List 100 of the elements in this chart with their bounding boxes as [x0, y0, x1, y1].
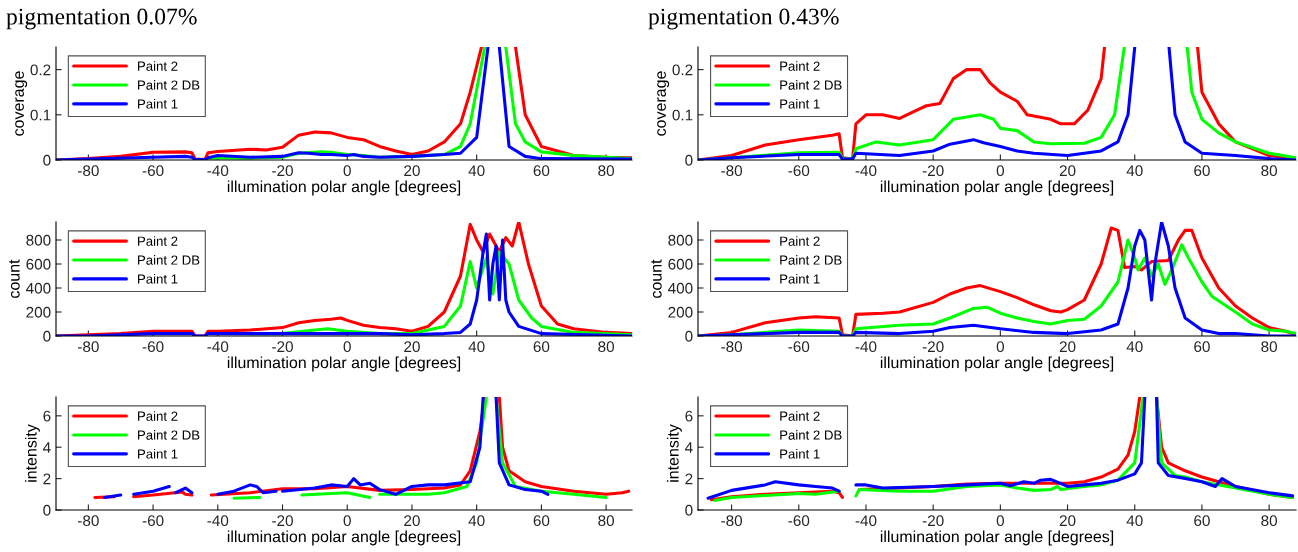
x-tick-label: 20 — [1059, 515, 1076, 527]
y-tick-label: 600 — [668, 258, 693, 270]
x-tick-label: 0 — [996, 341, 1005, 353]
chart-title: pigmentation 0.43% — [648, 8, 839, 30]
x-tick-label: 60 — [1194, 165, 1210, 177]
y-axis-title: coverage — [657, 71, 670, 136]
x-tick-label: -60 — [788, 515, 810, 527]
x-tick-label: -80 — [721, 165, 743, 177]
x-tick-label: 20 — [1059, 165, 1076, 177]
y-tick-label: 0 — [43, 504, 51, 516]
x-tick-label: -40 — [207, 341, 229, 353]
legend-label: Paint 1 — [138, 98, 178, 109]
legend-label: Paint 2 DB — [138, 255, 200, 265]
x-tick-label: -20 — [272, 165, 293, 177]
y-axis-title: count — [651, 259, 662, 298]
y-tick-label: 0 — [43, 330, 51, 342]
x-tick-label: -60 — [788, 341, 810, 353]
x-axis-title: illumination polar angle [degrees] — [227, 530, 461, 546]
y-tick-label: 6 — [685, 410, 693, 422]
y-tick-label: 2 — [685, 473, 693, 485]
x-tick-label: 40 — [468, 515, 485, 527]
x-tick-label: 0 — [343, 515, 351, 527]
x-tick-label: -20 — [272, 341, 293, 353]
x-axis-title: illumination polar angle [degrees] — [880, 530, 1114, 546]
x-tick-label: 60 — [1194, 515, 1210, 527]
legend-label: Paint 2 DB — [780, 80, 842, 90]
x-tick-label: 60 — [533, 165, 550, 177]
y-tick-label: 0.2 — [30, 64, 51, 76]
x-tick-label: 0 — [343, 165, 351, 177]
y-tick-label: 0 — [685, 504, 693, 516]
y-tick-label: 6 — [43, 410, 51, 422]
y-tick-label: 2 — [43, 473, 51, 485]
y-tick-label: 0.1 — [672, 109, 693, 121]
x-axis-title: illumination polar angle [degrees] — [227, 180, 461, 196]
x-tick-label: -60 — [142, 341, 164, 353]
y-tick-label: 4 — [42, 442, 51, 453]
y-tick-label: 400 — [26, 282, 51, 294]
x-tick-label: 40 — [1126, 515, 1143, 527]
x-tick-label: 80 — [598, 341, 615, 353]
x-tick-label: -80 — [78, 165, 99, 177]
legend-label: Paint 2 — [780, 61, 820, 71]
legend-label: Paint 1 — [138, 448, 178, 459]
x-tick-label: 80 — [598, 165, 615, 177]
x-tick-label: -80 — [78, 341, 99, 353]
x-tick-label: 80 — [1261, 165, 1278, 177]
x-tick-label: 80 — [598, 515, 615, 527]
x-axis-title: illumination polar angle [degrees] — [227, 356, 461, 372]
x-tick-label: -20 — [272, 515, 293, 527]
legend-label: Paint 2 DB — [138, 430, 200, 440]
x-tick-label: 40 — [1126, 165, 1143, 177]
x-tick-label: 0 — [996, 515, 1005, 527]
x-tick-label: -40 — [207, 515, 229, 527]
y-tick-label: 0 — [43, 154, 51, 166]
x-tick-label: -80 — [721, 341, 743, 353]
legend-label: Paint 2 — [780, 236, 820, 246]
x-tick-label: -20 — [922, 165, 944, 177]
x-tick-label: -40 — [855, 515, 877, 527]
y-tick-label: 0 — [685, 330, 693, 342]
legend-label: Paint 2 — [138, 61, 178, 71]
x-tick-label: 60 — [1194, 341, 1210, 353]
legend-label: Paint 2 DB — [780, 255, 842, 265]
x-tick-label: -20 — [922, 341, 944, 353]
y-tick-label: 200 — [26, 306, 51, 318]
x-tick-label: 20 — [404, 341, 420, 353]
x-tick-label: -60 — [142, 165, 164, 177]
x-tick-label: 60 — [533, 515, 550, 527]
x-tick-label: 40 — [468, 341, 485, 353]
legend-label: Paint 2 — [138, 236, 178, 246]
legend-label: Paint 1 — [780, 448, 820, 459]
y-tick-label: 400 — [668, 282, 693, 294]
y-axis-title: coverage — [15, 71, 28, 136]
x-tick-label: 80 — [1261, 341, 1278, 353]
x-tick-label: 40 — [468, 165, 485, 177]
x-axis-title: illumination polar angle [degrees] — [880, 356, 1114, 372]
y-tick-label: 800 — [26, 234, 51, 246]
x-tick-label: -60 — [142, 515, 164, 527]
x-tick-label: -80 — [78, 515, 99, 527]
chart-title: pigmentation 0.07% — [6, 8, 197, 30]
y-tick-label: 0.1 — [30, 109, 51, 121]
y-tick-label: 200 — [668, 306, 693, 318]
y-tick-label: 800 — [668, 234, 693, 246]
x-tick-label: -60 — [788, 165, 810, 177]
legend-label: Paint 1 — [138, 273, 178, 284]
y-tick-label: 0 — [685, 154, 693, 166]
x-tick-label: 80 — [1261, 515, 1278, 527]
x-tick-label: 20 — [1059, 341, 1076, 353]
legend-label: Paint 1 — [780, 273, 820, 284]
legend-label: Paint 2 DB — [138, 80, 200, 90]
x-tick-label: 20 — [404, 515, 420, 527]
legend-label: Paint 2 — [138, 411, 178, 421]
y-axis-title: intensity — [24, 424, 40, 482]
y-tick-label: 600 — [26, 258, 51, 270]
x-axis-title: illumination polar angle [degrees] — [880, 180, 1114, 196]
legend-label: Paint 2 DB — [780, 430, 842, 440]
y-axis-title: intensity — [666, 424, 682, 482]
y-tick-label: 4 — [684, 442, 693, 453]
x-tick-label: 0 — [343, 341, 351, 353]
y-axis-title: count — [9, 259, 20, 298]
y-tick-label: 0.2 — [672, 64, 693, 76]
legend-label: Paint 2 — [780, 411, 820, 421]
